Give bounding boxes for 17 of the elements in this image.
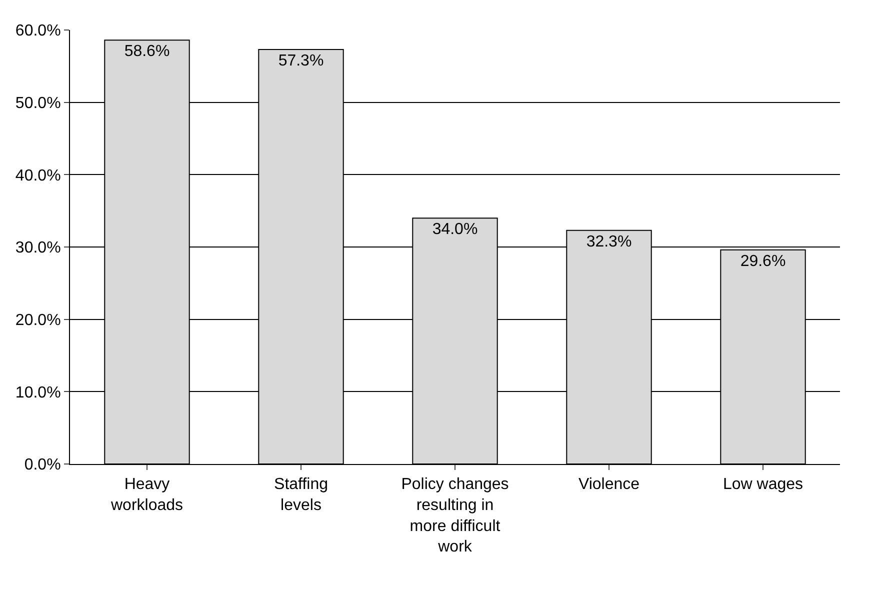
- x-tick-label: Staffing levels: [274, 476, 328, 514]
- data-label: 34.0%: [432, 221, 478, 238]
- x-tick-label: Low wages: [722, 476, 804, 494]
- data-label: 58.6%: [124, 43, 170, 60]
- y-tick-label: 20.0%: [15, 312, 61, 329]
- y-tick-label: 30.0%: [15, 240, 61, 257]
- data-label: 57.3%: [278, 52, 324, 70]
- x-tick-label: Heavy workloads: [110, 476, 184, 514]
- x-tick-label: Policy changes resulting in more difficult work: [401, 476, 509, 556]
- y-tick-label: 50.0%: [15, 94, 61, 112]
- y-tick-label: 0.0%: [24, 456, 61, 474]
- y-tick-label: 10.0%: [15, 384, 61, 402]
- data-label: 32.3%: [586, 233, 632, 250]
- y-tick-label: 60.0%: [15, 22, 61, 40]
- data-label: 29.6%: [740, 252, 786, 270]
- x-tick-label: Violence: [578, 476, 640, 494]
- y-tick-label: 40.0%: [15, 167, 61, 184]
